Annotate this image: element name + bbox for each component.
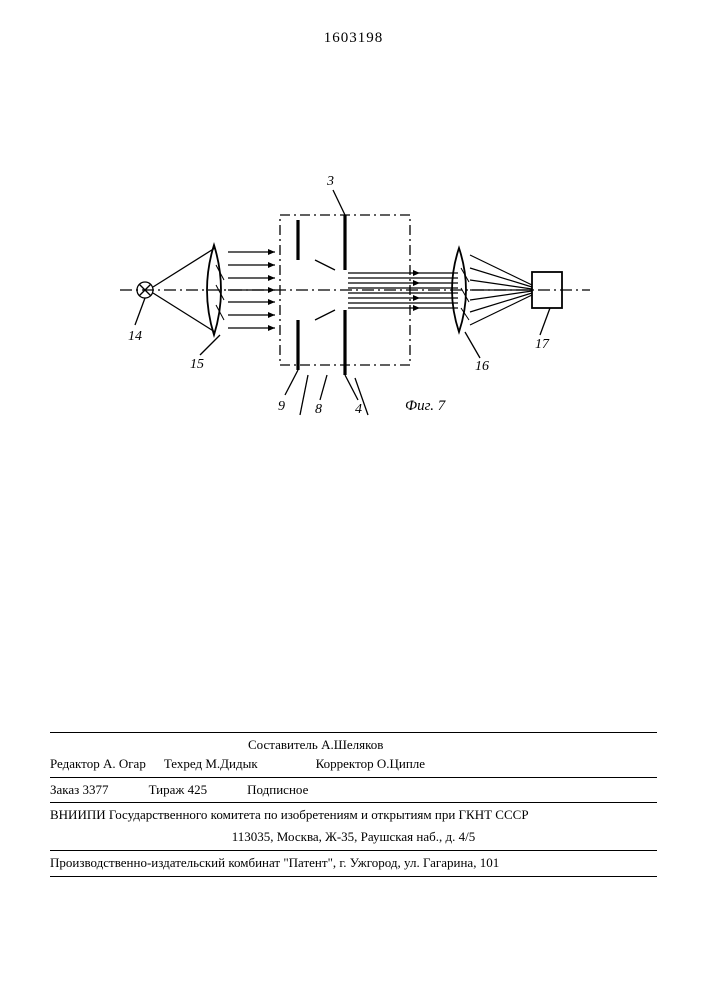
label-16: 16	[475, 359, 489, 374]
label-15: 15	[190, 357, 204, 372]
address1: 113035, Москва, Ж-35, Раушская наб., д. …	[50, 828, 657, 847]
order: Заказ 3377	[50, 781, 109, 800]
rule	[50, 876, 657, 877]
page-number: 1603198	[324, 30, 384, 47]
label-3: 3	[326, 174, 334, 189]
rule	[50, 850, 657, 851]
rule	[50, 777, 657, 778]
vniip: ВНИИПИ Государственного комитета по изоб…	[50, 806, 657, 825]
figure-caption: Фиг. 7	[405, 398, 447, 414]
corrector: Корректор О.Ципле	[316, 755, 425, 774]
label-14: 14	[128, 329, 142, 344]
tirazh: Тираж 425	[149, 781, 208, 800]
editor: Редактор А. Огар	[50, 755, 146, 774]
subscr: Подписное	[247, 781, 308, 800]
techred: Техред М.Дидык	[164, 755, 258, 774]
label-9: 9	[278, 399, 285, 414]
label-4: 4	[355, 402, 362, 417]
compiler: Составитель А.Шеляков	[248, 736, 383, 755]
label-17: 17	[535, 337, 550, 352]
rule	[50, 802, 657, 803]
rule	[50, 732, 657, 733]
colophon-block: Составитель А.Шеляков Редактор А. Огар Т…	[50, 729, 657, 880]
printer: Производственно-издательский комбинат "П…	[50, 854, 657, 873]
optical-diagram: 3 14 15 9 8 4 16 17 Фиг. 7	[120, 160, 590, 420]
label-8: 8	[315, 402, 322, 417]
